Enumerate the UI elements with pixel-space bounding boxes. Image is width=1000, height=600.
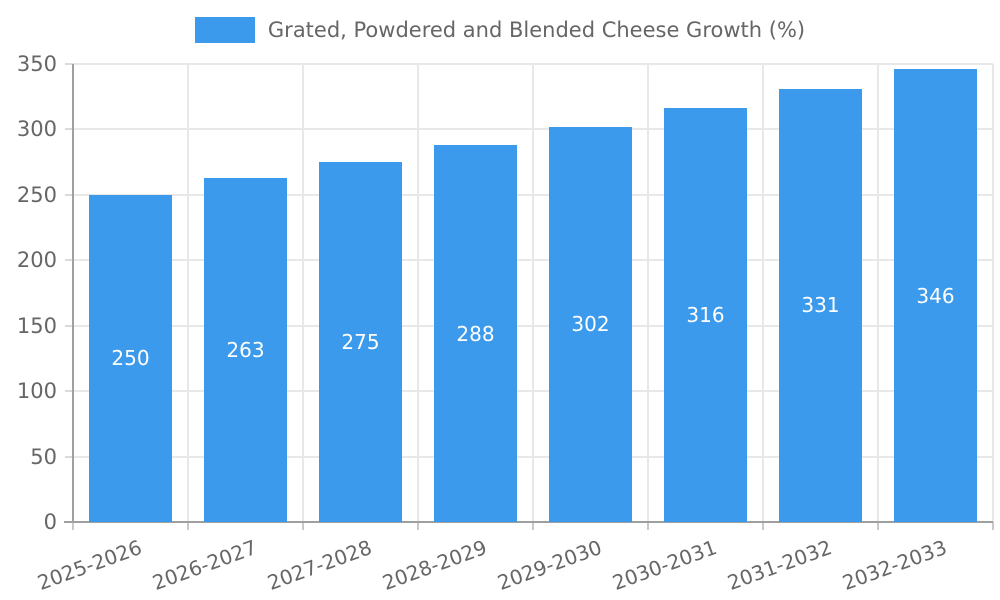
x-axis-tick	[532, 522, 534, 530]
y-axis-label: 100	[16, 379, 57, 404]
y-axis-tick	[65, 390, 73, 393]
bar-2027-2028: 275	[319, 162, 402, 522]
gridline-v	[992, 64, 994, 522]
y-axis-label: 0	[43, 510, 57, 534]
x-axis-tick	[877, 522, 879, 530]
x-axis-tick	[992, 522, 994, 530]
x-axis-label: 2028-2029	[379, 535, 491, 595]
x-axis-label: 2032-2033	[839, 535, 951, 595]
y-axis-label: 50	[30, 444, 57, 469]
bar-2032-2033: 346	[894, 69, 977, 522]
gridline-v	[762, 64, 764, 522]
gridline-v	[877, 64, 879, 522]
x-axis-label: 2026-2027	[149, 535, 261, 595]
gridline-v	[647, 64, 649, 522]
y-axis-tick	[65, 455, 73, 458]
y-axis-tick	[65, 259, 73, 262]
x-axis-label: 2029-2030	[494, 535, 606, 595]
y-axis-label: 200	[16, 248, 57, 273]
x-axis-line	[64, 521, 993, 523]
gridline-v	[417, 64, 419, 522]
x-axis-label: 2030-2031	[609, 535, 721, 595]
bar-2026-2027: 263	[204, 177, 287, 522]
bar-value-label: 263	[226, 337, 265, 362]
bar-2029-2030: 302	[549, 126, 632, 522]
y-axis-label: 250	[16, 182, 57, 207]
x-axis-label: 2031-2032	[724, 535, 836, 595]
bar-2031-2032: 331	[779, 88, 862, 522]
y-axis-tick	[65, 324, 73, 327]
y-axis-tick	[65, 193, 73, 196]
bar-value-label: 250	[111, 346, 150, 371]
y-axis-label: 300	[16, 117, 57, 142]
x-axis-label: 2027-2028	[264, 535, 376, 595]
bar-value-label: 316	[686, 303, 725, 328]
x-axis-label: 2025-2026	[34, 535, 146, 595]
legend-label[interactable]: Grated, Powdered and Blended Cheese Grow…	[267, 18, 806, 42]
x-axis-tick	[187, 522, 189, 530]
x-axis-tick	[647, 522, 649, 530]
x-axis-tick	[762, 522, 764, 530]
bar-2025-2026: 250	[89, 194, 172, 522]
bar-value-label: 331	[801, 293, 840, 318]
y-axis-line	[72, 64, 74, 523]
bar-value-label: 275	[341, 330, 380, 355]
legend[interactable]: Grated, Powdered and Blended Cheese Grow…	[0, 17, 1000, 43]
bar-value-label: 346	[916, 283, 955, 308]
gridline-v	[532, 64, 534, 522]
bar-2030-2031: 316	[664, 108, 747, 522]
y-axis-label: 150	[16, 313, 57, 338]
x-axis-tick	[417, 522, 419, 530]
x-axis-tick	[302, 522, 304, 530]
y-axis-tick	[65, 128, 73, 131]
legend-swatch[interactable]	[194, 17, 255, 43]
y-axis-label: 350	[16, 52, 57, 76]
y-axis-tick	[65, 63, 73, 65]
bar-value-label: 302	[571, 312, 610, 337]
bar-2028-2029: 288	[434, 145, 517, 522]
gridline-v	[187, 64, 189, 522]
bar-value-label: 288	[456, 321, 495, 346]
x-axis-tick	[72, 522, 74, 530]
gridline-v	[302, 64, 304, 522]
